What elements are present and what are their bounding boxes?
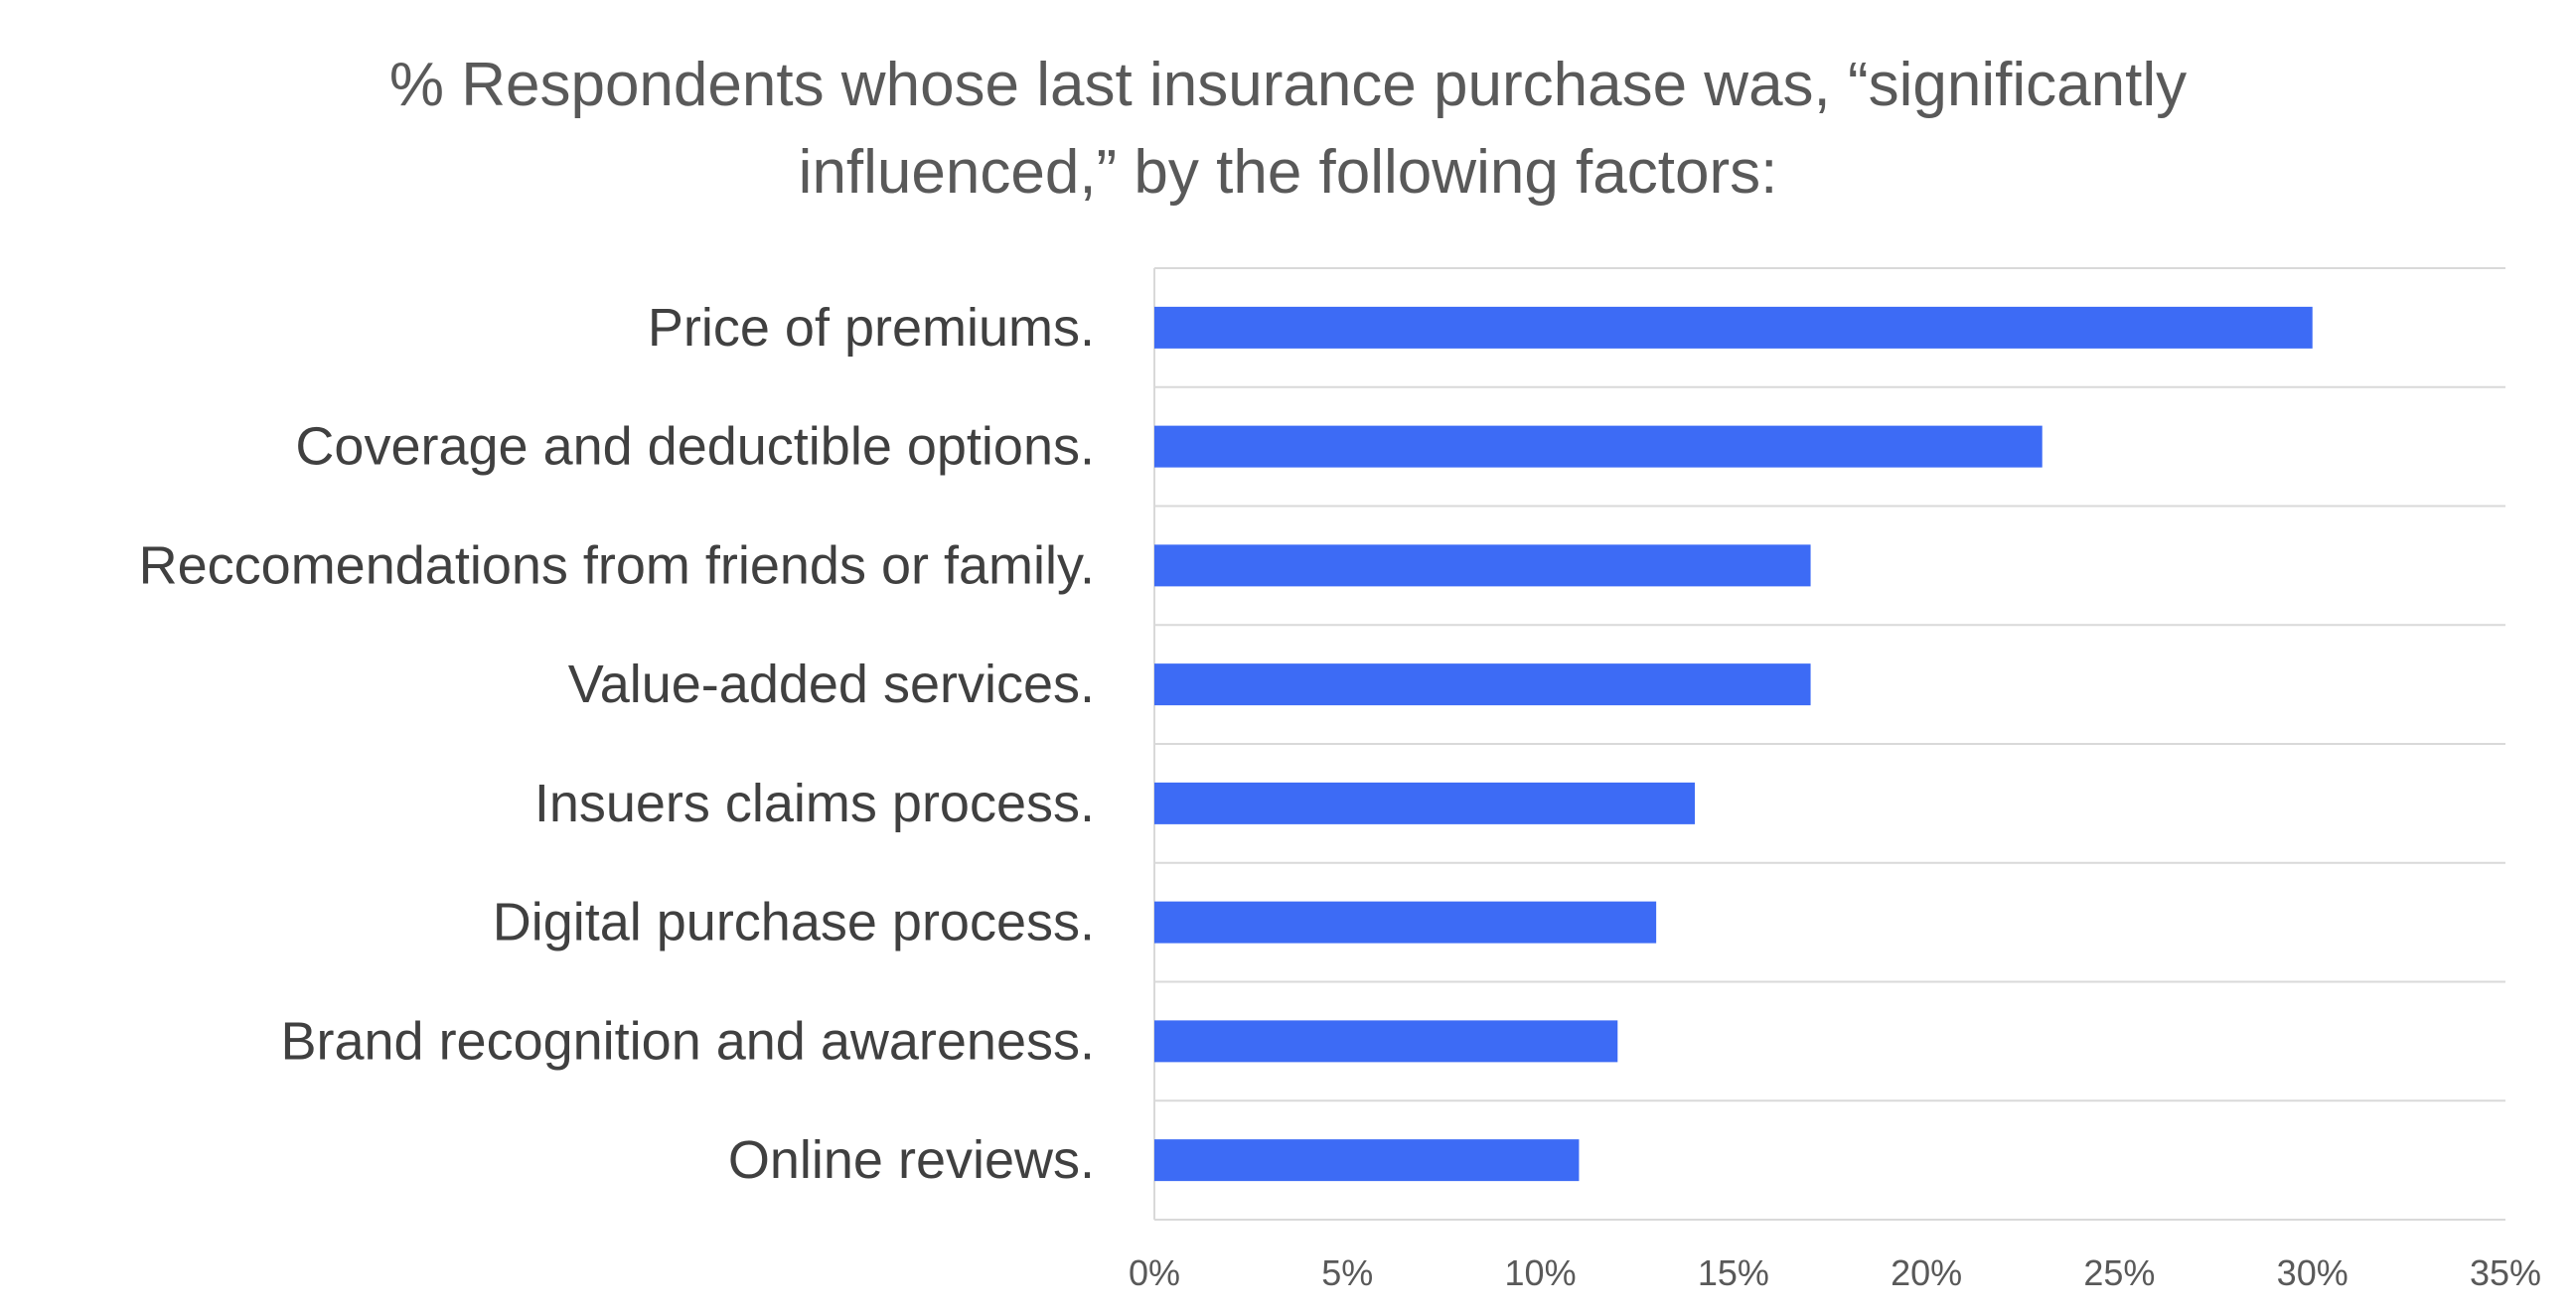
bar xyxy=(1154,901,1657,944)
x-tick-label: 35% xyxy=(2470,1252,2541,1293)
bar xyxy=(1154,663,1811,706)
category-label: Coverage and deductible options. xyxy=(295,417,1095,477)
chart-title-line-1: % Respondents whose last insurance purch… xyxy=(388,51,2188,119)
category-label: Value-added services. xyxy=(568,655,1095,714)
bar xyxy=(1154,1020,1618,1063)
chart-title-line-2: influenced,” by the following factors: xyxy=(798,138,1778,207)
category-label: Brand recognition and awareness. xyxy=(280,1011,1095,1071)
category-label: Insuers claims process. xyxy=(534,774,1095,833)
x-axis-tick-labels: 0% 5% 10% 15% 20% 25% 30% 35% xyxy=(1129,1252,2541,1293)
chart-title: % Respondents whose last insurance purch… xyxy=(0,42,2576,217)
x-tick-label: 5% xyxy=(1321,1252,1373,1293)
bar xyxy=(1154,425,2043,468)
x-tick-label: 25% xyxy=(2083,1252,2155,1293)
x-tick-label: 10% xyxy=(1505,1252,1577,1293)
x-tick-label: 20% xyxy=(1891,1252,1962,1293)
x-tick-label: 0% xyxy=(1129,1252,1180,1293)
x-tick-label: 15% xyxy=(1698,1252,1769,1293)
category-label: Digital purchase process. xyxy=(493,893,1095,952)
category-labels: Price of premiums. Coverage and deductibl… xyxy=(139,298,1095,1190)
category-label: Price of premiums. xyxy=(648,298,1095,358)
bar xyxy=(1154,782,1695,824)
bar xyxy=(1154,544,1811,587)
category-label: Reccomendations from friends or family. xyxy=(139,535,1095,595)
bars xyxy=(1154,306,2313,1182)
bar xyxy=(1154,1139,1580,1182)
category-gridlines xyxy=(1153,267,2505,1221)
bar xyxy=(1154,306,2313,349)
category-label: Online reviews. xyxy=(728,1130,1095,1190)
x-tick-label: 30% xyxy=(2277,1252,2349,1293)
